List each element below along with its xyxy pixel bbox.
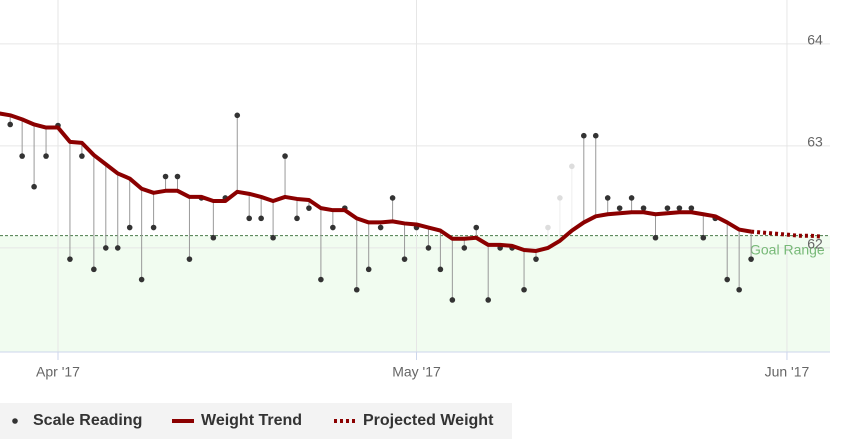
y-tick-label: 64 <box>807 32 823 48</box>
scale-reading <box>545 224 551 231</box>
scale-reading <box>67 256 73 262</box>
y-tick-label: 62 <box>807 236 823 252</box>
scale-reading <box>581 132 587 139</box>
scale-reading <box>485 297 492 303</box>
scale-reading <box>174 173 181 180</box>
scale-reading <box>79 153 85 159</box>
legend-label: Scale Reading <box>33 412 142 429</box>
scale-reading <box>437 266 444 273</box>
scale-reading <box>282 153 288 159</box>
scale-reading <box>43 153 49 159</box>
scale-reading <box>652 234 659 241</box>
scale-reading <box>258 215 264 222</box>
scale-reading <box>103 245 109 251</box>
scale-reading <box>162 173 169 180</box>
scale-reading <box>150 224 157 231</box>
goal-range <box>0 235 830 352</box>
legend-label: Projected Weight <box>363 412 494 429</box>
scale-reading <box>7 121 13 128</box>
scale-reading <box>353 286 360 293</box>
scale-reading <box>592 132 599 139</box>
scale-reading <box>377 224 384 231</box>
scale-reading <box>210 234 217 241</box>
scale-reading <box>748 256 754 262</box>
scale-reading <box>318 276 324 283</box>
axes: Apr '17 May '17 Jun '17 62 63 64 <box>0 32 830 380</box>
scale-reading <box>688 205 695 211</box>
scale-reading <box>724 276 730 283</box>
scale-reading <box>401 256 408 262</box>
scale-reading <box>736 286 742 293</box>
scale-reading <box>676 205 683 211</box>
scale-reading <box>138 276 145 283</box>
scale-reading <box>473 224 480 231</box>
y-tick-label: 63 <box>807 134 823 150</box>
trend-line <box>0 111 752 253</box>
scale-reading <box>700 234 707 241</box>
legend-box <box>0 403 512 439</box>
scale-reading <box>604 195 611 201</box>
scale-reading <box>569 163 575 170</box>
plot-area: Goal Range <box>0 0 830 352</box>
scale-reading <box>330 224 336 231</box>
scale-reading <box>246 215 252 222</box>
scale-reading <box>126 224 133 231</box>
x-tick-label: Jun '17 <box>765 364 810 380</box>
x-tick-label: May '17 <box>392 364 441 380</box>
scale-reading <box>365 266 372 273</box>
scale-reading <box>425 245 432 251</box>
scale-reading <box>461 245 468 251</box>
scale-reading <box>31 183 37 190</box>
scale-reading <box>628 195 635 201</box>
scale-reading <box>533 256 539 262</box>
scale-reading <box>270 234 276 241</box>
legend-symbol <box>12 418 18 424</box>
scale-reading <box>640 205 647 211</box>
scale-reading <box>186 256 193 262</box>
goal-label: Goal Range <box>750 241 825 257</box>
scale-reading <box>664 205 671 211</box>
scale-reading <box>557 195 563 201</box>
scale-reading <box>449 297 456 303</box>
legend-label: Weight Trend <box>201 412 302 429</box>
scale-reading <box>294 215 300 222</box>
scale-reading <box>306 205 312 211</box>
legend: Scale Reading Weight Trend Projected Weigh… <box>12 412 494 429</box>
scale-reading <box>19 153 25 159</box>
scale-reading <box>91 266 97 273</box>
scale-reading <box>234 112 241 119</box>
x-tick-label: Apr '17 <box>36 364 80 380</box>
scale-reading <box>389 195 396 201</box>
scale-reading <box>114 245 121 251</box>
scale-reading <box>616 205 623 211</box>
scale-reading <box>521 286 527 293</box>
